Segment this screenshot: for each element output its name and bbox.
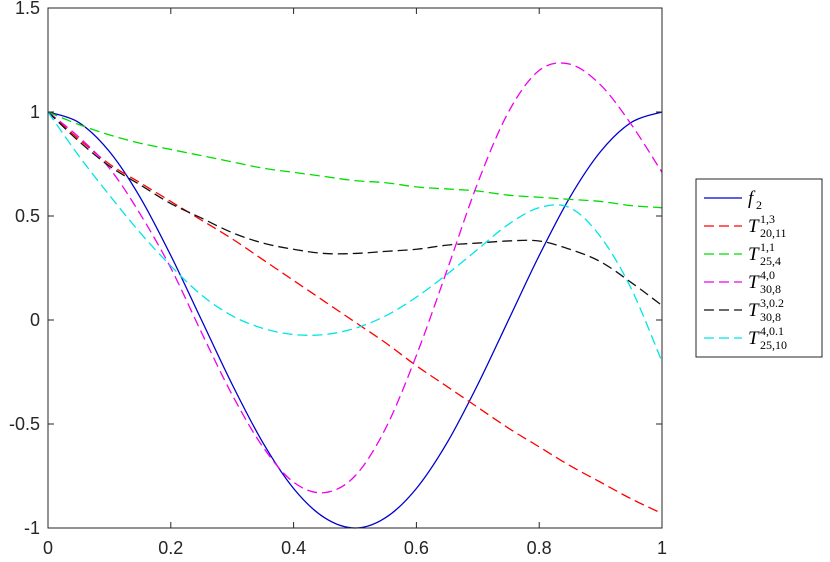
legend-sub-4: 30,8 [760,282,781,296]
legend: f 2T 1,320,11T 1,125,4T 4,030,8T 3,0.230,8T 4,… [695,178,823,358]
y-tick-label: -0.5 [9,414,40,434]
legend-sup-3: 1,1 [760,240,775,254]
legend-label-2: T [748,216,760,237]
legend-label-6: T [748,328,760,349]
tick-labels: 0 0.2 0.4 0.6 0.8 1 -1 -0.5 0 0.5 1 1.5 [9,0,667,558]
series-line-5 [47,111,663,306]
y-tick-label: 1 [30,102,40,122]
legend-sub-2: 20,11 [760,226,787,240]
plot-background [48,8,662,528]
y-tick-label: 1.5 [15,0,40,18]
axes-layer [47,7,663,529]
x-tick-label: 0.8 [527,538,552,558]
legend-sub-3: 25,4 [760,254,781,268]
plot-area [48,8,662,528]
legend-sub-5: 30,8 [760,310,781,324]
legend-box [695,178,823,358]
legend-sub-6: 25,10 [760,338,787,352]
x-tick-label: 0.6 [404,538,429,558]
legend-sup-2: 1,3 [760,212,775,226]
x-tick-label: 0 [43,538,53,558]
legend-sub-1: 2 [756,198,762,212]
legend-sup-5: 3,0.2 [760,296,784,310]
y-tick-label: 0 [30,310,40,330]
legend-sup-4: 4,0 [760,268,775,282]
x-tick-label: 0.4 [281,538,306,558]
legend-sup-6: 4,0.1 [760,324,784,338]
legend-label-3: T [748,244,760,265]
y-tick-label: -1 [24,518,40,538]
y-tick-label: 0.5 [15,206,40,226]
series-line-6 [47,111,663,362]
legend-label-1: f [748,188,756,209]
x-tick-label: 0.2 [158,538,183,558]
series-line-4 [47,62,663,494]
series-line-2 [47,111,663,515]
legend-label-4: T [748,272,760,293]
axes-box [47,7,663,529]
series-line-3 [47,111,663,209]
x-tick-label: 1 [657,538,667,558]
legend-label-5: T [748,300,760,321]
